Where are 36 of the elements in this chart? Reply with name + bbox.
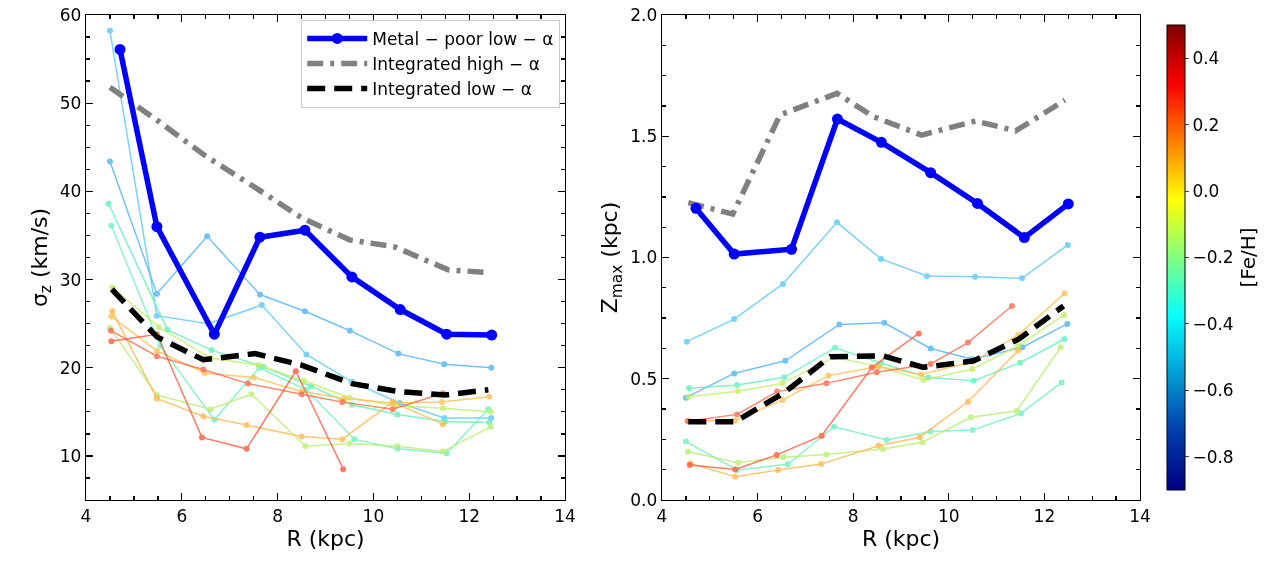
x-tick-label: 12 [458,505,481,526]
x-tick-label: 8 [272,505,284,526]
x-tick-label: 8 [847,505,859,526]
color-bar-label: −0.2 [1192,247,1234,268]
x-tick-label: 14 [554,505,576,526]
y-tick-label: 60 [59,4,82,25]
y-tick-label: 0.0 [630,489,658,510]
x-tick-label: 6 [752,505,764,526]
color-bar-label: −0.6 [1192,380,1234,401]
y-tick-label: 1.0 [630,247,658,268]
color-bar-label: −0.4 [1192,313,1234,334]
y-tick-label: 0.5 [630,368,658,389]
color-bar-label: 0.4 [1192,48,1220,69]
x-tick-label: 14 [1129,505,1151,526]
x-tick-label: 10 [937,505,960,526]
x-tick-label: 4 [656,505,668,526]
y-tick-label: 40 [59,181,82,202]
x-tick-label: 12 [1033,505,1056,526]
legend-label: Integrated high − α [372,54,540,75]
x-tick-label: 6 [176,505,188,526]
x-axis-title: R (kpc) [861,526,941,552]
y-tick-label: 10 [59,445,82,466]
x-tick-label: 10 [362,505,385,526]
x-tick-label: 4 [80,505,92,526]
x-axis-title: R (kpc) [286,526,365,552]
legend-label: Integrated low − α [372,79,532,100]
color-bar-label: 0.0 [1192,181,1220,202]
y-tick-label: 50 [59,93,82,114]
color-bar-label: −0.8 [1192,446,1234,467]
legend-label: Metal − poor low − α [372,29,554,50]
y-tick-label: 30 [59,269,82,290]
y-tick-label: 20 [59,357,82,378]
color-bar-label: 0.2 [1192,114,1220,135]
y-tick-label: 1.5 [630,126,658,147]
color-bar-title: [Fe/H] [1235,227,1260,288]
y-tick-label: 2.0 [630,4,658,25]
